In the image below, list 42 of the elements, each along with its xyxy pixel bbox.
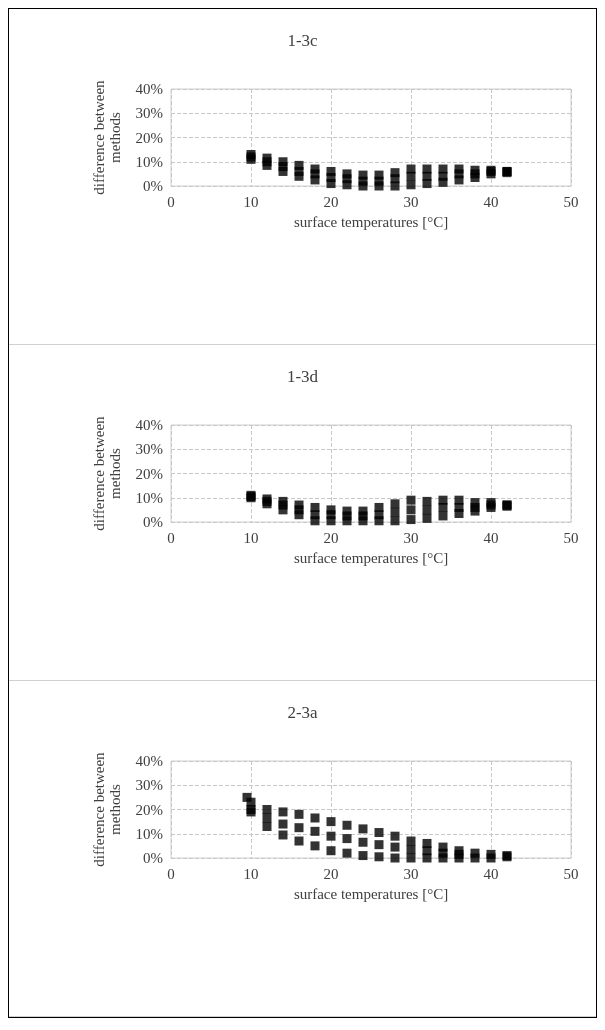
x-tick-label: 20 [323,529,339,546]
x-tick-label: 40 [483,193,499,210]
x-tick-label: 40 [483,529,499,546]
x-axis-title: surface temperatures [°C] [293,550,449,566]
x-tick-label: 50 [563,865,579,882]
chart-title: 2-3a [287,703,319,722]
y-axis-title: difference between methods [91,415,123,531]
x-axis-title: surface temperatures [°C] [293,886,449,902]
y-tick-label: 30% [135,777,163,794]
y-tick-label: 30% [135,441,163,458]
x-tick-label: 0 [167,529,175,546]
y-tick-label: 10% [135,825,163,842]
y-tick-label: 20% [135,801,163,818]
y-axis-title: difference between methods [91,751,123,867]
x-tick-label: 30 [403,865,419,882]
y-tick-label: 0% [143,514,163,530]
x-tick-label: 0 [167,193,175,210]
y-axis-title: difference between methods [91,79,123,195]
x-tick-label: 50 [563,529,579,546]
x-tick-label: 30 [403,193,419,210]
y-tick-label: 40% [135,81,163,97]
y-tick-label: 40% [135,417,163,433]
y-tick-label: 0% [143,178,163,194]
x-tick-label: 30 [403,529,419,546]
x-tick-label: 50 [563,193,579,210]
y-tick-label: 20% [135,129,163,146]
x-tick-label: 10 [243,865,259,882]
y-tick-label: 20% [135,465,163,482]
chart-title: 1-3d [286,367,319,386]
y-tick-label: 30% [135,105,163,122]
y-tick-label: 40% [135,753,163,769]
y-tick-label: 10% [135,153,163,170]
x-tick-label: 10 [243,529,259,546]
x-tick-label: 20 [323,193,339,210]
y-tick-label: 10% [135,489,163,506]
x-tick-label: 10 [243,193,259,210]
x-tick-label: 40 [483,865,499,882]
y-tick-label: 0% [143,850,163,866]
chart-title: 1-3c [287,31,319,50]
x-axis-title: surface temperatures [°C] [293,214,449,230]
x-tick-label: 20 [323,865,339,882]
x-tick-label: 0 [167,865,175,882]
